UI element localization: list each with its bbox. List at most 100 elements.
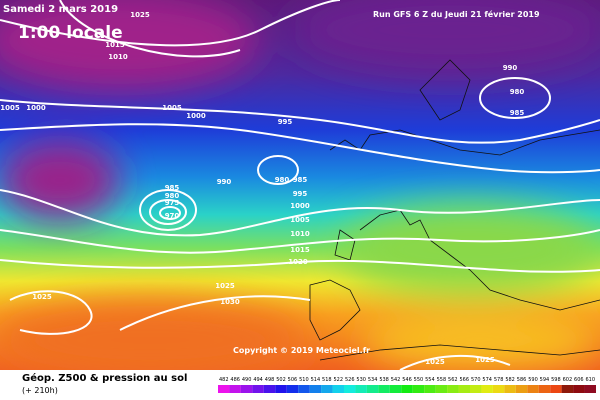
scale-label: 486 bbox=[230, 377, 240, 383]
scale-swatch bbox=[344, 385, 356, 393]
scale-swatch bbox=[470, 385, 482, 393]
scale-swatch bbox=[332, 385, 344, 393]
scale-label: 522 bbox=[333, 377, 343, 383]
isobar-label: 1005 bbox=[0, 104, 20, 112]
footer-lead: (+ 210h) bbox=[22, 386, 58, 395]
isobar-label: 1010 bbox=[290, 230, 310, 238]
scale-swatch bbox=[515, 385, 528, 393]
scale-label: 514 bbox=[311, 377, 321, 383]
scale-swatch bbox=[275, 385, 287, 393]
scale-swatch bbox=[527, 385, 539, 393]
footer-title: Géop. Z500 & pression au sol bbox=[22, 372, 187, 384]
isobar-label: 1025 bbox=[32, 293, 52, 301]
scale-swatch bbox=[321, 385, 333, 393]
scale-swatch bbox=[435, 385, 448, 393]
isobar-label: 995 bbox=[278, 118, 293, 126]
scale-swatch bbox=[401, 385, 413, 393]
isobar-label: 975 bbox=[165, 199, 180, 207]
scale-swatch bbox=[561, 385, 574, 393]
isobar-label: 1025 bbox=[215, 282, 235, 290]
scale-label: 554 bbox=[425, 377, 435, 383]
scale-swatch bbox=[309, 385, 322, 393]
scale-label: 542 bbox=[391, 377, 401, 383]
scale-label: 530 bbox=[356, 377, 366, 383]
scale-swatch bbox=[229, 385, 241, 393]
scale-label: 526 bbox=[345, 377, 355, 383]
scale-label: 570 bbox=[471, 377, 481, 383]
isobar-label: 1005 bbox=[290, 216, 310, 224]
isobar-label: 995 bbox=[293, 190, 308, 198]
scale-label: 602 bbox=[563, 377, 573, 383]
isobar-label: 980 bbox=[510, 88, 525, 96]
color-field bbox=[0, 0, 600, 380]
isobar-label: 1015 bbox=[105, 41, 125, 49]
isobar-label: 1000 bbox=[290, 202, 310, 210]
isobar-label: 980 bbox=[165, 192, 180, 200]
isobar-label: 1020 bbox=[288, 258, 308, 266]
scale-label: 566 bbox=[459, 377, 469, 383]
scale-label: 578 bbox=[494, 377, 504, 383]
isobar-label: 1005 bbox=[162, 104, 182, 112]
isobar-label: 970 bbox=[165, 212, 180, 220]
scale-swatch bbox=[481, 385, 493, 393]
copyright: Copyright © 2019 Meteociel.fr bbox=[233, 346, 370, 355]
scale-swatch bbox=[378, 385, 390, 393]
scale-swatch bbox=[366, 385, 379, 393]
scale-label: 502 bbox=[276, 377, 286, 383]
scale-label: 534 bbox=[368, 377, 378, 383]
scale-swatch bbox=[492, 385, 505, 393]
scale-swatch bbox=[412, 385, 425, 393]
scale-swatch bbox=[573, 385, 585, 393]
scale-label: 490 bbox=[242, 377, 252, 383]
isobar-label: 980 bbox=[275, 176, 290, 184]
scale-swatch bbox=[252, 385, 264, 393]
isobars bbox=[0, 0, 600, 370]
scale-label: 598 bbox=[551, 377, 561, 383]
isobar-label: 985 bbox=[510, 109, 525, 117]
scale-label: 586 bbox=[517, 377, 527, 383]
scale-swatch bbox=[218, 385, 230, 393]
isobar-label: 1025 bbox=[425, 358, 445, 366]
scale-label: 574 bbox=[482, 377, 492, 383]
isobar-label: 1015 bbox=[290, 246, 310, 254]
isobar-label: 1000 bbox=[26, 104, 46, 112]
scale-swatch bbox=[424, 385, 436, 393]
scale-swatch bbox=[389, 385, 402, 393]
scale-label: 558 bbox=[437, 377, 447, 383]
isobar-label: 1025 bbox=[475, 356, 495, 364]
scale-label: 582 bbox=[505, 377, 515, 383]
isobar-label: 985 bbox=[293, 176, 308, 184]
scale-label: 546 bbox=[402, 377, 412, 383]
scale-label: 482 bbox=[219, 377, 229, 383]
scale-label: 494 bbox=[253, 377, 263, 383]
scale-label: 510 bbox=[299, 377, 309, 383]
scale-label: 498 bbox=[265, 377, 275, 383]
scale-swatch bbox=[263, 385, 276, 393]
scale-label: 562 bbox=[448, 377, 458, 383]
scale-swatch bbox=[458, 385, 470, 393]
scale-label: 590 bbox=[528, 377, 538, 383]
scale-swatch bbox=[550, 385, 562, 393]
scale-label: 538 bbox=[379, 377, 389, 383]
isobar-label: 1030 bbox=[220, 298, 240, 306]
scale-swatch bbox=[447, 385, 459, 393]
scale-swatch bbox=[240, 385, 253, 393]
isobar-label: 1000 bbox=[186, 112, 206, 120]
scale-label: 550 bbox=[414, 377, 424, 383]
scale-swatch bbox=[538, 385, 551, 393]
scale-swatch bbox=[504, 385, 516, 393]
isobar-label: 985 bbox=[165, 184, 180, 192]
scale-label: 518 bbox=[322, 377, 332, 383]
time: 1:00 locale bbox=[18, 23, 123, 43]
isobar-label: 990 bbox=[217, 178, 232, 186]
run-info: Run GFS 6 Z du Jeudi 21 février 2019 bbox=[373, 9, 540, 19]
scale-label: 606 bbox=[574, 377, 584, 383]
scale-swatch bbox=[298, 385, 310, 393]
date: Samedi 2 mars 2019 bbox=[3, 4, 118, 15]
isobar-label: 990 bbox=[503, 64, 518, 72]
scale-label: 506 bbox=[288, 377, 298, 383]
scale-label: 610 bbox=[585, 377, 595, 383]
scale-label: 594 bbox=[540, 377, 550, 383]
